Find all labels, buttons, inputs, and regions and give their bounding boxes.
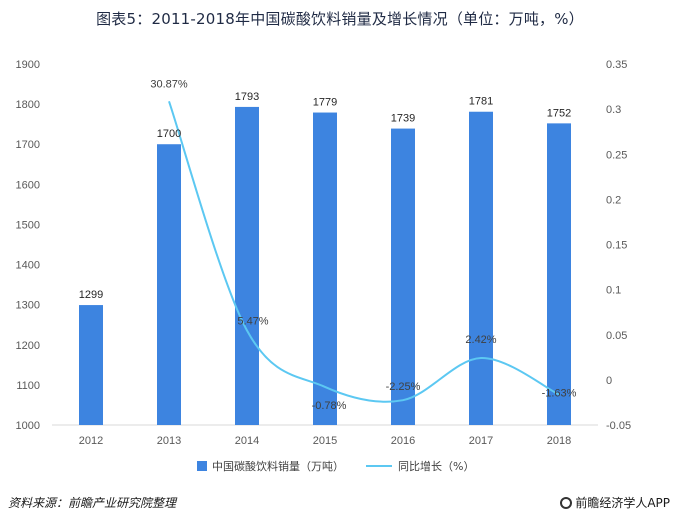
bar (157, 144, 181, 425)
y-right-tick-label: 0.2 (606, 194, 621, 206)
y-left-tick-label: 1500 (16, 219, 40, 231)
bar (391, 128, 415, 425)
y-left-tick-label: 1200 (16, 340, 40, 352)
x-tick-label: 2018 (547, 435, 571, 447)
y-right-tick-label: 0.05 (606, 330, 627, 342)
bar-value-label: 1299 (79, 289, 103, 301)
data-labels: 1299 1700 1793 1779 1739 1781 1752 30.87% 5.47% -… (79, 78, 577, 412)
y-left-tick-label: 1000 (16, 420, 40, 432)
source-note: 资料来源：前瞻产业研究院整理 (8, 496, 177, 510)
bar-series (79, 106, 571, 426)
y-left-tick-label: 1900 (16, 59, 40, 71)
legend-line-label: 同比增长（%） (398, 459, 474, 473)
line-value-label: 5.47% (237, 316, 268, 328)
brand-logo-icon (560, 497, 573, 509)
y-right-tick-label: 0.1 (606, 285, 621, 297)
x-tick-label: 2015 (313, 435, 337, 447)
y-left-tick-label: 1100 (16, 380, 40, 392)
legend: 中国碳酸饮料销量（万吨） 同比增长（%） (197, 459, 474, 473)
bar (313, 112, 337, 425)
x-tick-label: 2013 (157, 435, 181, 447)
x-tick-label: 2017 (469, 435, 493, 447)
line-value-label: -2.25% (386, 381, 421, 393)
x-tick-label: 2016 (391, 435, 415, 447)
y-right-tick-label: 0.3 (606, 104, 621, 116)
axes: 1000 1100 1200 1300 1400 1500 1600 1700 1800 1900… (16, 59, 632, 447)
line-value-label: 30.87% (150, 78, 188, 90)
brand-text: 前瞻经济学人APP (575, 496, 670, 510)
y-right-tick-label: 0 (606, 375, 612, 387)
line-value-label: -1.63% (542, 388, 577, 400)
bar (235, 106, 259, 426)
y-left-tick-label: 1300 (16, 300, 40, 312)
y-left-tick-label: 1400 (16, 260, 40, 272)
bar-value-label: 1779 (313, 97, 337, 109)
brand-note: 前瞻经济学人APP (560, 494, 670, 511)
y-right-tick-label: 0.25 (606, 149, 627, 161)
y-right-tick-label: -0.05 (606, 420, 631, 432)
line-series (168, 100, 560, 403)
bar (469, 111, 493, 425)
chart-title: 图表5：2011-2018年中国碳酸饮料销量及增长情况（单位：万吨，%） (96, 10, 584, 28)
line-value-label: -0.78% (312, 400, 347, 412)
growth-line (168, 100, 560, 403)
x-tick-label: 2012 (79, 435, 103, 447)
bar (547, 123, 571, 425)
bar (79, 305, 103, 425)
legend-bar-swatch (197, 461, 207, 471)
y-left-tick-label: 1800 (16, 99, 40, 111)
y-right-tick-label: 0.15 (606, 240, 627, 252)
y-left-tick-label: 1700 (16, 139, 40, 151)
y-right-tick-label: 0.35 (606, 59, 627, 71)
bar-value-label: 1700 (157, 128, 181, 140)
legend-bar-label: 中国碳酸饮料销量（万吨） (212, 459, 344, 473)
bar-value-label: 1793 (235, 91, 259, 103)
bar-value-label: 1752 (547, 107, 571, 119)
x-tick-label: 2014 (235, 435, 259, 447)
bar-value-label: 1739 (391, 113, 415, 125)
line-value-label: 2.42% (465, 334, 496, 346)
y-left-tick-label: 1600 (16, 179, 40, 191)
bar-value-label: 1781 (469, 96, 493, 108)
